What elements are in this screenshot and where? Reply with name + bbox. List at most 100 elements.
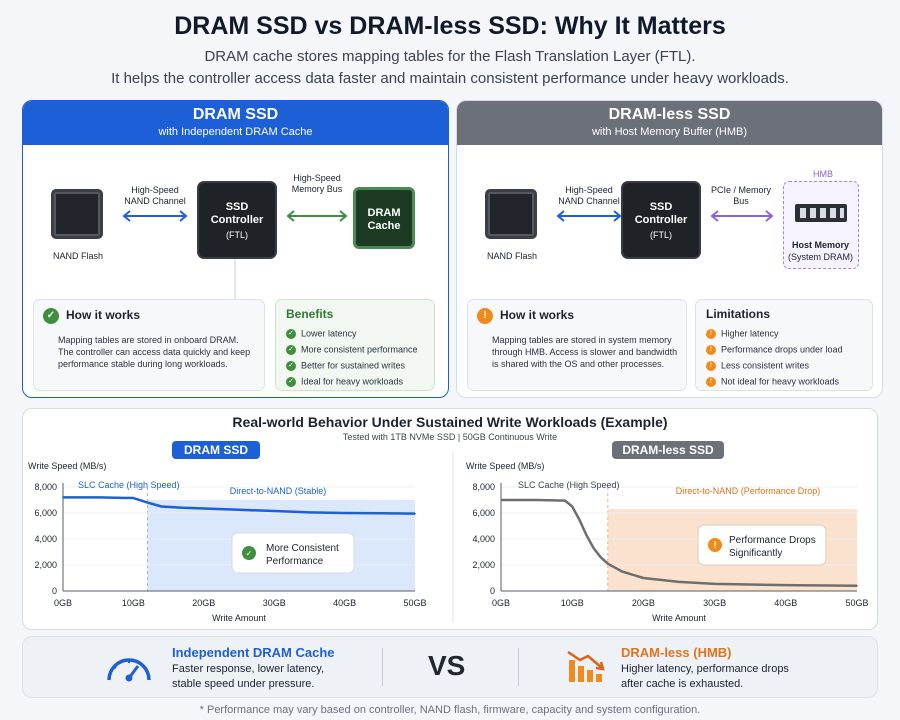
memory-bus-arrow-icon [286,210,348,222]
data-point [97,496,99,499]
dram-chart-pill: DRAM SSD [172,441,260,459]
y-tick-label: 8,000 [472,482,495,492]
warning-icon: ! [706,376,716,387]
how-it-works-text: Mapping tables are stored in onboard DRA… [58,334,258,370]
dramless-chart-pill: DRAM-less SSD [612,441,724,459]
warning-circle-icon: ! [477,308,493,324]
how-it-works-text: Mapping tables are stored in system memo… [492,334,692,370]
check-icon: ✓ [286,376,296,387]
y-tick-label: 6,000 [34,508,57,518]
data-point [578,518,581,521]
nand-channel-label-1: High-Speed [131,185,179,195]
phase2-label: Direct-to-NAND (Stable) [230,486,327,496]
nand-flash-label: NAND Flash [486,251,537,261]
check-mark: ✓ [246,549,253,558]
dram-summary-title: Independent DRAM Cache [172,645,335,660]
callout-line-1: Performance Drops [729,535,816,546]
dram-ssd-panel: DRAM SSD with Independent DRAM Cache NAN… [22,100,449,398]
how-line-3: is shared with the OS and other processe… [492,359,665,369]
x-tick-label: 30GB [263,598,286,608]
ssd-controller-chip: SSD Controller (FTL) [197,181,277,259]
host-memory-label-2: (System DRAM) [788,252,853,262]
benefit-item: ✓ Ideal for heavy workloads [286,376,403,387]
x-tick-label: 0GB [54,598,72,608]
controller-line-1: SSD [649,201,673,213]
chart-section-subtitle: Tested with 1TB NVMe SSD | 50GB Continuo… [342,432,558,442]
dramless-summary-line-2: after cache is exhausted. [621,678,744,690]
host-memory-label-1: Host Memory [791,240,849,250]
how-it-works-box: ✓ How it works Mapping tables are stored… [33,299,265,391]
data-point [273,510,275,512]
dram-less-ssd-subtitle: with Host Memory Buffer (HMB) [591,126,748,138]
x-tick-label: 20GB [192,598,215,608]
nand-channel-label-2: NAND Channel [558,196,620,206]
data-point [592,547,595,549]
summary-divider-left [382,648,383,686]
data-point [785,584,787,586]
page-title: DRAM SSD vs DRAM-less SSD: Why It Matter… [174,12,726,40]
how-line-2: The controller can access data quickly a… [58,347,251,357]
callout-box [231,532,355,574]
nand-channel-arrow-icon [122,210,188,222]
y-tick-label: 4,000 [472,534,495,544]
phase2-label: Direct-to-NAND (Performance Drop) [676,486,821,496]
y-tick-label: 4,000 [34,534,57,544]
x-tick-label: 30GB [703,598,726,608]
dram-summary-line-2: stable speed under pressure. [172,678,315,690]
nand-channel-label-2: NAND Channel [124,196,186,206]
x-tick-label: 10GB [122,598,145,608]
data-point [146,501,149,504]
pcie-bus-arrow-icon [710,210,774,222]
dram-summary-line-1: Faster response, lower latency, [172,663,325,675]
data-point [713,583,716,585]
phase1-label: SLC Cache (High Speed) [518,480,620,490]
limitations-box: Limitations ! Higher latency ! Performance… [695,299,873,391]
how-line-1: Mapping tables are stored in system memo… [492,335,672,345]
dram-cache-chip: DRAM Cache [353,187,415,249]
dram-label-2: Cache [367,220,401,232]
chart-divider [452,452,454,622]
check-circle-icon [242,546,256,560]
data-point [621,570,623,573]
data-point [132,497,135,499]
memory-bus-label-2: Memory Bus [291,184,343,194]
data-point [379,512,381,515]
hmb-tag: HMB [813,169,833,179]
how-line-2: through HMB. Access is slower and bandwi… [492,347,678,357]
x-tick-label: 50GB [403,598,426,608]
dram-ssd-title: DRAM SSD [192,106,279,123]
dram-less-ssd-header: DRAM-less SSD with Host Memory Buffer (H… [457,101,882,145]
how-it-works-title: How it works [66,308,141,322]
dram-ssd-subtitle: with Independent DRAM Cache [158,126,313,138]
check-icon: ✓ [286,360,296,371]
nand-channel-label-1: High-Speed [565,185,613,195]
data-point [599,556,602,558]
declining-chart-icon [567,650,605,682]
data-point [160,505,163,508]
controller-line-3: (FTL) [226,230,248,240]
data-point [203,507,205,510]
benefit-item: ✓ More consistent performance [286,344,418,355]
comparison-summary [22,636,878,698]
nand-flash-chip-icon [51,189,103,239]
warning-icon: ! [706,344,716,355]
x-tick-label: 40GB [774,598,797,608]
memory-module-icon [795,204,847,222]
benefit-item: ✓ Better for sustained writes [286,360,405,371]
controller-line-1: SSD [225,201,249,213]
nand-channel-arrow-icon [556,210,622,222]
page-subtitle-1: DRAM cache stores mapping tables for the… [204,48,696,65]
phase1-label: SLC Cache (High Speed) [78,480,180,490]
dram-ssd-header: DRAM SSD with Independent DRAM Cache [23,101,448,145]
how-line-3: performance stable during long workloads… [58,359,228,369]
limitation-item: ! Performance drops under load [706,344,843,355]
y-tick-label: 0 [52,586,57,596]
dram-label-1: DRAM [367,207,401,219]
pcie-bus-label-2: Bus [733,196,749,206]
x-tick-label: 0GB [492,598,510,608]
y-tick-label: 0 [490,586,495,596]
limitation-item: ! Higher latency [706,328,779,339]
how-line-1: Mapping tables are stored in onboard DRA… [58,335,239,345]
check-circle-icon: ✓ [43,308,59,324]
warning-circle-icon [708,538,722,552]
